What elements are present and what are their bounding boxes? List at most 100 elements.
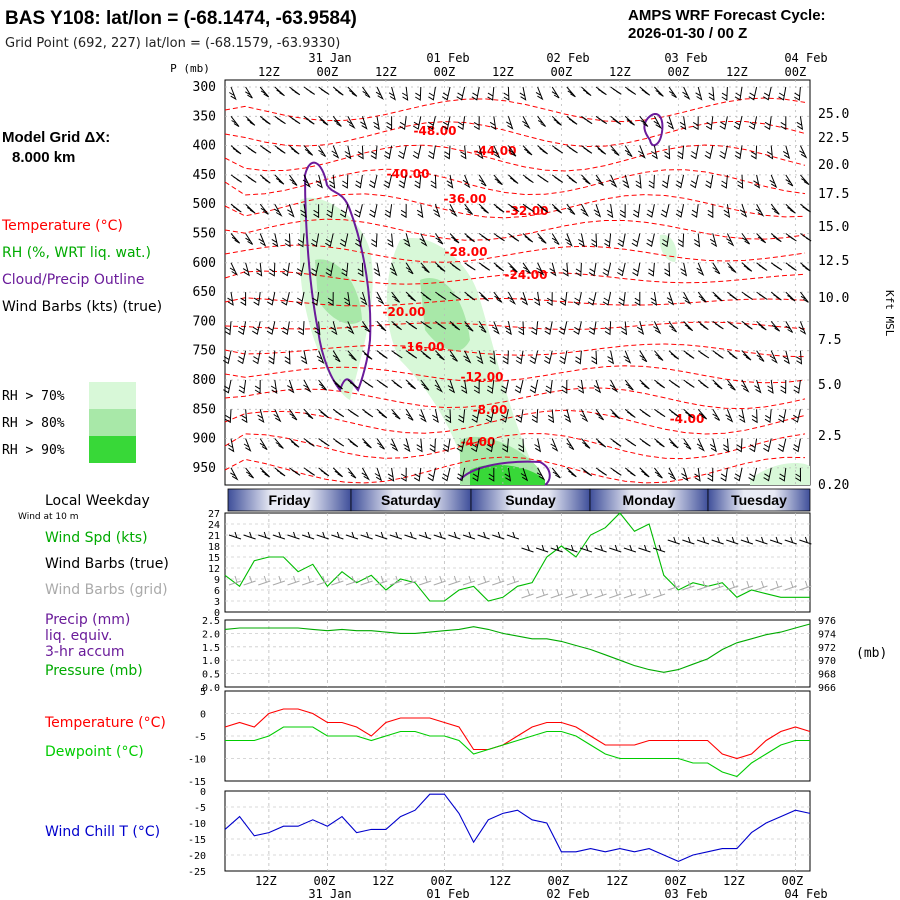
pressure-tick: 976 [818, 616, 836, 627]
wind-barb [384, 204, 393, 218]
wind-barb [339, 204, 349, 218]
wind-barb [705, 116, 714, 131]
wind-barb [537, 145, 548, 155]
wind-barb [534, 438, 542, 453]
wind-barb [508, 233, 520, 242]
bottom-time-tick: 00Z [665, 874, 687, 888]
rh90-label: RH > 90% [2, 443, 65, 458]
cloud-outline [643, 113, 664, 147]
wind-barb [756, 291, 768, 300]
cross-section-panel: -48.00 -44.00 -40.00 -36.00 -32.00 -28.00 -24.… [222, 79, 812, 486]
wind-barb [274, 203, 283, 217]
wind-barb [369, 204, 378, 218]
wind-barb [318, 145, 327, 157]
temperature-contour-label: -44.00 [474, 144, 517, 158]
wind-barb [531, 321, 539, 336]
wind-barb [675, 204, 685, 218]
wind-barb [691, 204, 699, 218]
wind-barb [581, 467, 593, 477]
wind-barb [447, 379, 456, 394]
wind-barb [412, 116, 422, 130]
wind-barb [506, 116, 514, 130]
wind-barb [266, 291, 276, 306]
wind-barb-true [550, 544, 563, 553]
wind-barb [697, 350, 710, 359]
wind-barb-grid [755, 580, 768, 591]
wind-barb [347, 408, 359, 418]
wind-barb [546, 292, 553, 306]
weekday-label: Sunday [505, 492, 556, 508]
wind-barb [595, 409, 605, 421]
wind-barb [245, 203, 256, 214]
wind-barb [420, 350, 432, 360]
wind-barb [725, 409, 734, 423]
wind-barb-true [272, 531, 286, 540]
wind-barb-true [492, 531, 505, 540]
wind-barb [403, 233, 411, 248]
wind-barb [355, 233, 363, 248]
wind-barb [595, 86, 607, 96]
legend-rh: RH (%, WRT liq. wat.) [2, 245, 151, 261]
wind-barb [660, 204, 670, 218]
wind-barb [274, 438, 284, 449]
wind-barb [617, 233, 626, 248]
temperature-line [224, 708, 811, 760]
wind-barb [518, 321, 525, 336]
wind-barb [442, 438, 451, 453]
wind-barb [537, 174, 549, 183]
wind-at-label: Wind at 10 m [18, 512, 78, 522]
wind-barb [288, 174, 298, 186]
wind-barb [522, 116, 531, 130]
wind-barb-grid [652, 588, 666, 599]
precip-legend: Precip (mm) [45, 612, 130, 628]
wind-barb [427, 467, 436, 482]
wind-barb [441, 86, 451, 101]
bottom-time-tick: 12Z [723, 874, 745, 888]
rh-shading [420, 278, 470, 351]
wind-barb [405, 291, 416, 302]
wind-barb [449, 321, 461, 331]
legend-wind-barbs: Wind Barbs (kts) (true) [2, 299, 162, 315]
wind-barb [347, 379, 359, 389]
wind-barb [478, 262, 491, 271]
top-date-label: 03 Feb [664, 51, 707, 65]
wind-barb [354, 204, 363, 218]
wind-barb [493, 203, 505, 213]
wind-barb [462, 174, 471, 189]
wind-barb [259, 438, 268, 451]
wind-barb-grid [272, 575, 286, 586]
wind-barb-true [418, 531, 432, 540]
wind-barb [704, 145, 714, 160]
wind-barb [564, 233, 573, 247]
height-kft-label: 0.20 [818, 478, 849, 493]
wind-barb [311, 292, 320, 306]
wind-barb [623, 350, 632, 364]
wind-barb [709, 438, 717, 453]
wind-barb [456, 438, 466, 453]
wind-barb [503, 86, 510, 101]
top-date-label: 04 Feb [784, 51, 827, 65]
wind-panel-frame [224, 512, 811, 613]
rh-shading [315, 259, 362, 324]
wind-barb [697, 291, 707, 303]
wind-barb [302, 174, 311, 188]
wind-barb [551, 203, 562, 214]
wind-barb-true [638, 544, 651, 553]
bottom-time-tick: 00Z [314, 874, 336, 888]
wind-barb [668, 467, 677, 481]
wind-barb [464, 233, 475, 243]
legend-cloud: Cloud/Precip Outline [2, 272, 145, 288]
wind-barb [705, 174, 714, 189]
wind-barb [727, 350, 738, 360]
wind-barb-grid [375, 575, 388, 586]
wind-barb [405, 379, 416, 390]
height-kft-label: 25.0 [818, 107, 849, 122]
wind-barb [259, 467, 270, 478]
wind-barb [566, 203, 576, 215]
wind-barb [388, 86, 396, 101]
wind-barb [573, 321, 582, 335]
wind-barb-grid [609, 588, 622, 599]
wind-barb [430, 174, 437, 189]
wind-barb [545, 379, 553, 394]
wind-speed-tick: 18 [208, 542, 220, 553]
